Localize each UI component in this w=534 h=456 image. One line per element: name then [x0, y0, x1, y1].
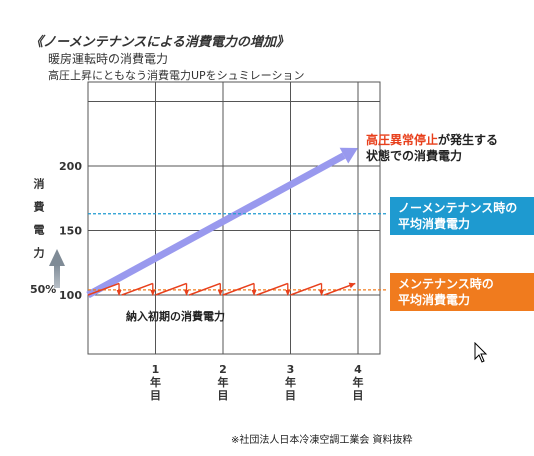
x-tick-label-1-2: 目	[150, 389, 161, 402]
sawtooth-rise-6	[290, 282, 322, 296]
x-tick-label-3-1: 年	[285, 375, 296, 389]
x-tick-label-3-0: 3	[287, 363, 295, 376]
series-rising-arrow-head	[339, 147, 358, 164]
annotation-no-maintenance-avg: ノーメンテナンス時の 平均消費電力	[390, 197, 534, 235]
annotation-abnormal-stop: 高圧異常停止が発生する 状態での消費電力	[366, 132, 498, 164]
annotation-initial-power: 納入初期の消費電力	[126, 310, 225, 323]
y-tick-label-150: 150	[59, 225, 82, 238]
percent-label: 50%	[30, 283, 57, 296]
grid	[87, 81, 381, 355]
sawtooth-end-arrow	[348, 282, 356, 289]
sawtooth-drop-arrow-0	[116, 290, 122, 296]
y-tick-label-200: 200	[59, 160, 82, 173]
annotation-maintenance-avg: メンテナンス時の 平均消費電力	[390, 273, 534, 311]
sawtooth-rise-2	[155, 282, 187, 296]
x-tick-label-3-2: 目	[285, 389, 296, 402]
sawtooth-rise-3	[188, 282, 221, 296]
y-axis-up-arrow	[49, 249, 65, 288]
x-tick-label-2-2: 目	[218, 389, 229, 402]
x-tick-label-1-1: 年	[150, 375, 161, 389]
x-tick-label-2-1: 年	[218, 375, 229, 389]
source-note: ※社団法人日本冷凍空調工業会 資料抜粋	[231, 435, 413, 446]
annotation-no-maintenance-line2: 平均消費電力	[398, 217, 471, 231]
sawtooth-rise-0	[87, 282, 120, 296]
x-tick-label-4-0: 4	[354, 363, 362, 376]
chart-subtitle-2: 高圧上昇にともなう消費電力UPをシュミレーション	[48, 69, 305, 82]
mouse-cursor-icon	[474, 342, 488, 363]
y-axis-label: 消費電力	[32, 178, 45, 270]
x-tick-label-2-0: 2	[219, 363, 227, 376]
sawtooth-rise-5	[256, 282, 289, 296]
annotation-maintenance-line1: メンテナンス時の	[398, 277, 494, 291]
sawtooth-rise-4	[222, 282, 255, 296]
plot-frame	[87, 81, 381, 355]
annotation-abnormal-stop-line2: 状態での消費電力	[366, 149, 463, 163]
x-tick-label-4-1: 年	[353, 375, 364, 389]
annotation-abnormal-stop-rest: が発生する	[438, 133, 499, 147]
sawtooth-drop-arrow-1	[150, 290, 156, 296]
annotation-no-maintenance-line1: ノーメンテナンス時の	[398, 201, 518, 215]
chart-title: 《ノーメンテナンスによる消費電力の増加》	[30, 35, 289, 50]
x-tick-label-1-0: 1	[152, 363, 160, 376]
sawtooth-drop-arrow-6	[319, 290, 325, 296]
x-tick-label-4-2: 目	[353, 389, 364, 402]
annotation-maintenance-line2: 平均消費電力	[398, 293, 471, 307]
chart-subtitle-1: 暖房運転時の消費電力	[48, 52, 169, 66]
sawtooth-rise-1	[121, 282, 154, 296]
series-rising-arrow-shaft	[86, 152, 346, 299]
series-layer	[86, 147, 388, 299]
sawtooth-drop-arrow-3	[217, 290, 223, 296]
annotation-abnormal-stop-highlight: 高圧異常停止	[366, 133, 439, 147]
sawtooth-drop-arrow-5	[285, 290, 291, 296]
sawtooth-drop-arrow-2	[184, 290, 190, 296]
sawtooth-drop-arrow-4	[251, 290, 257, 296]
y-tick-label-100: 100	[59, 289, 82, 302]
